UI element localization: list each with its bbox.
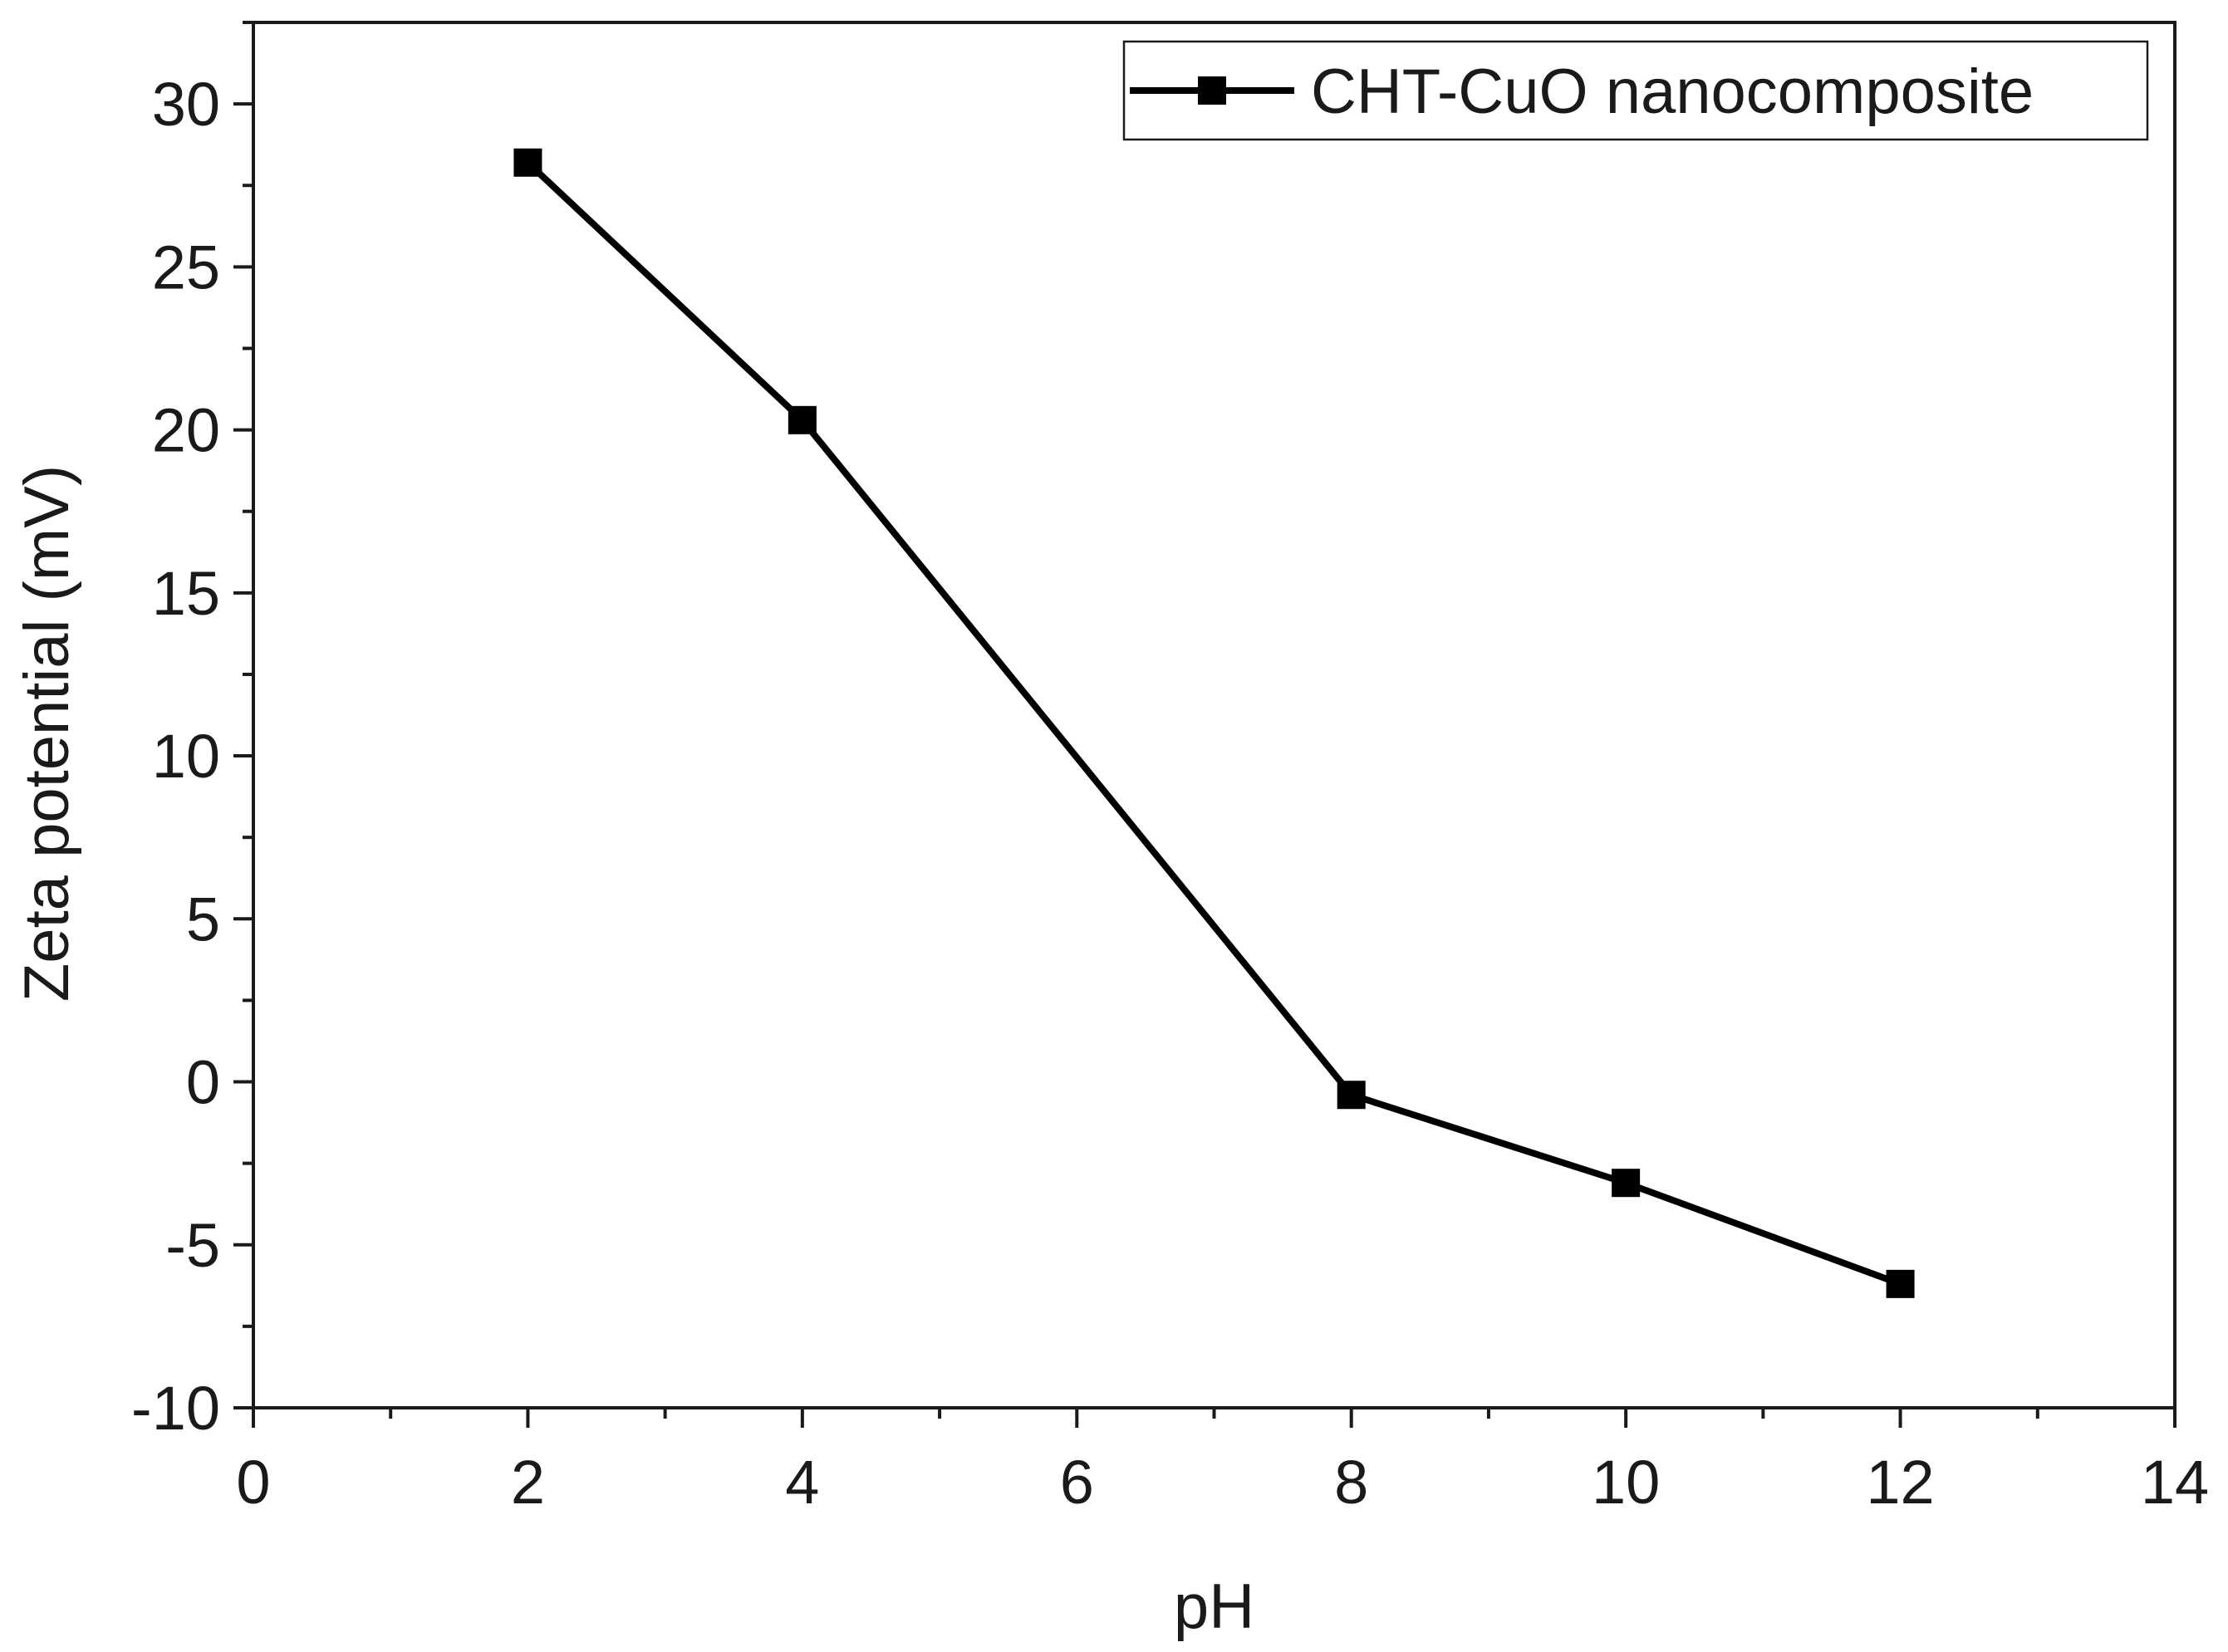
y-tick-label: 25 [152, 233, 220, 301]
x-tick-label: 4 [785, 1448, 819, 1517]
legend: CHT-CuO nanocomposite [1122, 40, 2149, 141]
plot-frame [252, 21, 2176, 1409]
y-axis-title: Zeta potential (mV) [12, 465, 82, 1002]
x-tick-label: 8 [1334, 1448, 1368, 1517]
y-tick-label: 5 [186, 885, 220, 953]
data-point-marker [513, 148, 542, 177]
axis-ticks: 0 2 4 6 8 10 12 14 -10 -5 0 5 10 15 20 25 30 [131, 21, 2209, 1517]
data-point-marker [1612, 1169, 1641, 1198]
x-tick-label: 14 [2141, 1448, 2209, 1517]
x-tick-label: 10 [1592, 1448, 1660, 1517]
series-layer [513, 148, 1915, 1298]
y-tick-label: -5 [165, 1211, 220, 1280]
x-tick-label: 0 [236, 1448, 270, 1517]
y-tick-label: -10 [131, 1374, 220, 1443]
legend-marker-swatch [1198, 76, 1226, 105]
data-point-marker [788, 405, 817, 434]
y-tick-label: 10 [152, 722, 220, 791]
y-tick-label: 20 [152, 396, 220, 465]
x-tick-label: 2 [511, 1448, 545, 1517]
data-point-marker [1337, 1081, 1366, 1110]
y-tick-label: 15 [152, 559, 220, 628]
legend-label: CHT-CuO nanocomposite [1311, 56, 2034, 127]
x-tick-label: 12 [1866, 1448, 1934, 1517]
x-tick-label: 6 [1060, 1448, 1094, 1517]
y-tick-label: 0 [186, 1048, 220, 1117]
data-point-marker [1886, 1269, 1915, 1298]
y-tick-label: 30 [152, 70, 220, 139]
x-axis-title: pH [1174, 1571, 1254, 1642]
legend-box [1122, 40, 2149, 141]
